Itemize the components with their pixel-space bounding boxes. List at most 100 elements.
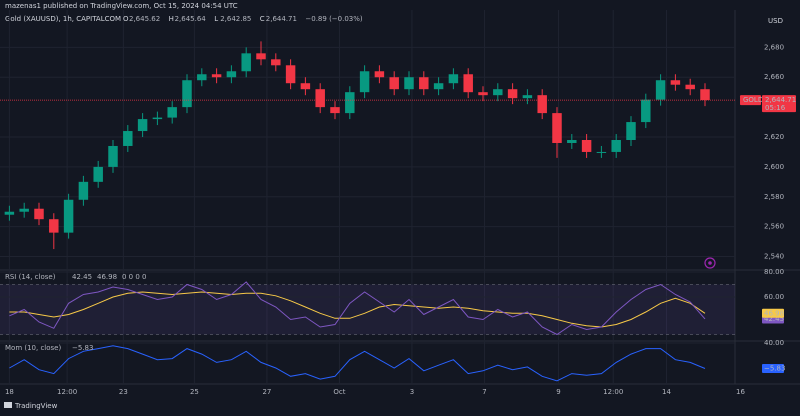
- x-tick-label: 7: [482, 388, 486, 396]
- price-tag: [762, 95, 796, 113]
- candle-body: [433, 83, 444, 90]
- x-tick-label: 25: [190, 388, 199, 396]
- indicator-line: [9, 345, 706, 382]
- value-tag: [762, 363, 784, 373]
- y-tick-label: 2,600: [764, 163, 784, 171]
- candle-body: [137, 119, 148, 132]
- indicator-line: [9, 291, 706, 328]
- legend-key: L: [214, 15, 218, 23]
- candle-body: [359, 71, 370, 93]
- logo: [4, 402, 12, 408]
- y-tick-label: 2,620: [764, 133, 784, 141]
- candle-body: [507, 89, 518, 99]
- y-tick-label: 2,580: [764, 193, 784, 201]
- y-tick-label: 2,680: [764, 43, 784, 51]
- indicator-icon-dot: [708, 261, 712, 265]
- legend-value: 2,645.62: [129, 15, 160, 23]
- brand: TradingView: [14, 402, 58, 410]
- candle-body: [655, 80, 666, 100]
- rsi-band: [0, 284, 735, 335]
- candle-body: [611, 140, 621, 152]
- candle-body: [34, 208, 44, 220]
- y-tick-label: 2,660: [764, 73, 784, 81]
- candle-body: [641, 99, 651, 123]
- x-tick-label: 12:00: [57, 388, 77, 396]
- price-label: 2,644.71: [765, 96, 796, 104]
- value-tag-label: 46.98: [764, 309, 784, 317]
- legend-value: 46.98: [97, 273, 117, 281]
- candle-body: [463, 74, 473, 93]
- symbol-tag: [740, 95, 761, 106]
- x-tick-label: 14: [662, 388, 671, 396]
- candle-body: [537, 95, 547, 114]
- legend-value: −0.89 (−0.03%): [305, 15, 363, 23]
- candle-body: [315, 89, 325, 108]
- x-tick-label: 16: [736, 388, 745, 396]
- candle-body: [330, 107, 340, 114]
- candle-body: [522, 95, 533, 99]
- legend-key: O: [123, 15, 129, 23]
- candle-body: [108, 145, 118, 167]
- candle-body: [626, 122, 636, 140]
- value-tag-label: −5.83: [764, 364, 785, 372]
- y-tick-label: 60.00: [764, 293, 784, 301]
- x-tick-label: 12:00: [603, 388, 623, 396]
- x-tick-label: 27: [262, 388, 271, 396]
- candle-body: [63, 199, 74, 233]
- countdown-label: 05:16: [765, 104, 786, 112]
- x-tick-label: 18: [5, 388, 14, 396]
- candle-body: [78, 181, 89, 200]
- y-tick-label: 2,540: [764, 253, 784, 261]
- candle-body: [285, 65, 296, 84]
- candle-body: [93, 166, 103, 182]
- candle-body: [226, 71, 237, 78]
- candle-body: [271, 59, 281, 66]
- legend-value: −5.83: [72, 344, 93, 352]
- candle-body: [700, 89, 710, 101]
- candle-body: [581, 140, 592, 152]
- currency: USD: [768, 17, 783, 25]
- legend-value: 42.45: [72, 273, 92, 281]
- legend-value: 2,642.85: [220, 15, 251, 23]
- x-tick-label: 3: [410, 388, 414, 396]
- value-tag-label: 42.45: [764, 315, 784, 323]
- pane-title: RSI (14, close): [5, 273, 56, 281]
- candle-body: [448, 74, 459, 84]
- x-tick-label: 9: [556, 388, 560, 396]
- indicator-icon[interactable]: [704, 257, 716, 269]
- candle-body: [123, 131, 133, 146]
- y-tick-label: 80.00: [764, 268, 784, 276]
- candle-body: [493, 89, 503, 96]
- candle-body: [197, 74, 207, 81]
- value-tag: [762, 308, 784, 318]
- legend-value: 2,645.64: [175, 15, 207, 23]
- x-tick-label: Oct: [333, 388, 345, 396]
- candle-body: [404, 77, 414, 90]
- candle-body: [49, 219, 59, 233]
- candle-body: [345, 92, 355, 114]
- candle-body: [596, 151, 607, 153]
- legend-extra: 0 0 0 0: [122, 273, 147, 281]
- pane-title: Mom (10, close): [5, 344, 61, 352]
- candle-body: [552, 113, 562, 143]
- legend-value: 2,644.71: [266, 15, 297, 23]
- candle-body: [685, 84, 695, 90]
- indicator-line: [9, 281, 706, 336]
- y-tick-label: 2,560: [764, 223, 784, 231]
- candle-body: [152, 117, 163, 120]
- candle-body: [374, 71, 385, 78]
- candle-body: [19, 208, 29, 212]
- candle-body: [670, 80, 681, 85]
- candle-body: [300, 83, 311, 90]
- chart-title: Gold (XAUUSD), 1h, CAPITALCOM: [5, 15, 121, 23]
- candle-body: [419, 77, 429, 90]
- candle-body: [389, 77, 399, 90]
- header: mazenas1 published on TradingView.com, O…: [5, 2, 238, 10]
- candle-body: [478, 92, 488, 96]
- legend-key: H: [169, 15, 174, 23]
- candle-body: [167, 107, 177, 118]
- candle-body: [567, 140, 577, 143]
- x-tick-label: 23: [119, 388, 128, 396]
